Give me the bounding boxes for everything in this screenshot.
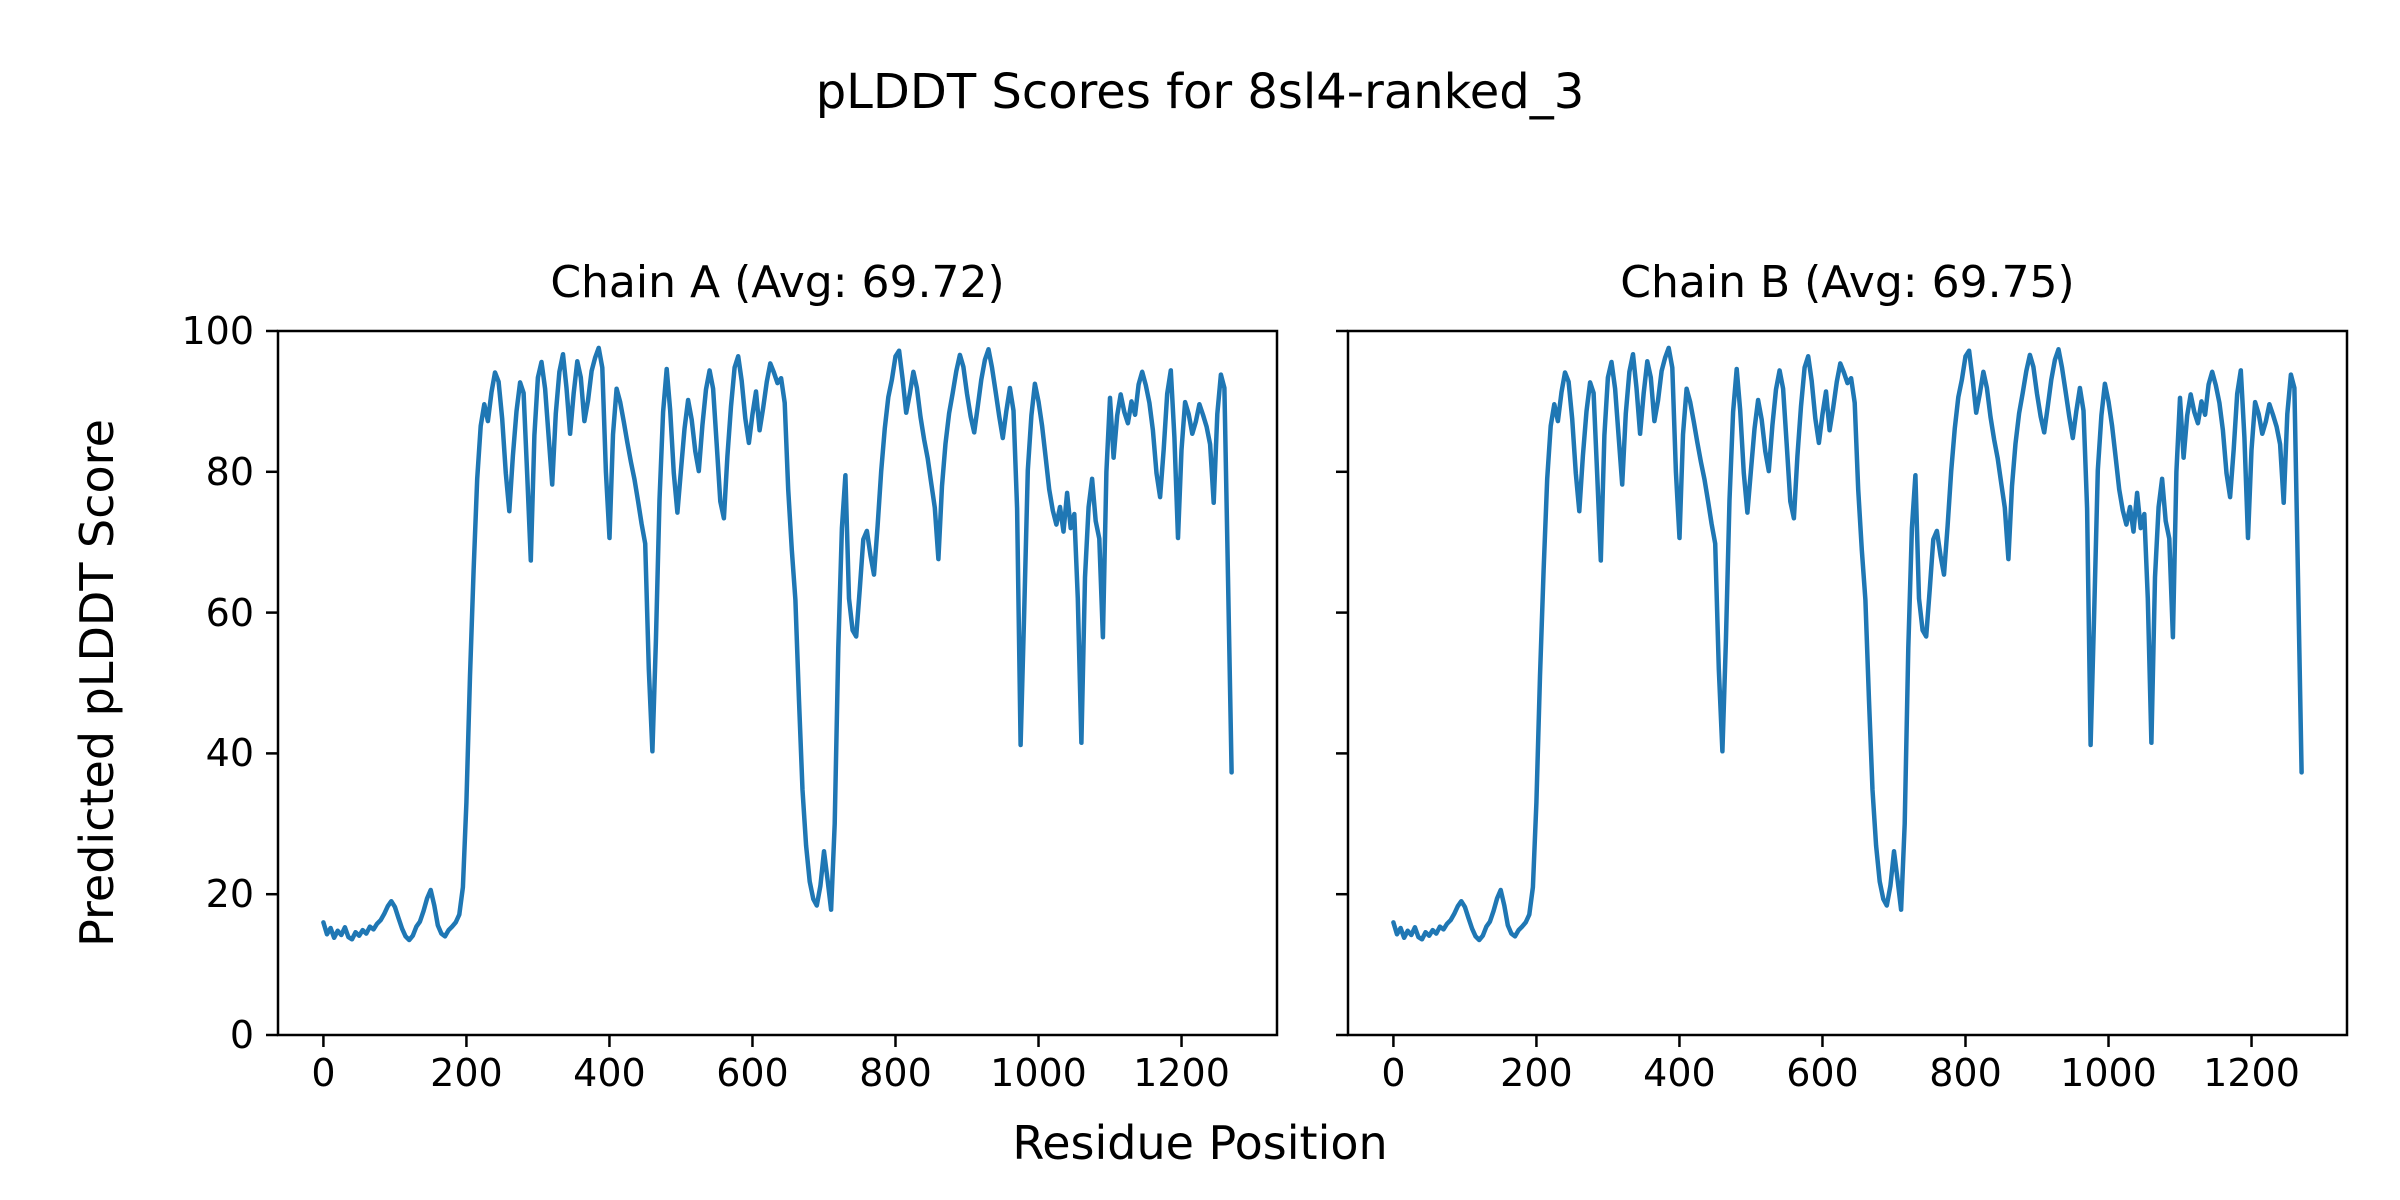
- y-tick-label: 40: [205, 731, 254, 776]
- x-tick-label: 0: [1381, 1051, 1406, 1095]
- plot-area-chain-b: [1336, 329, 2349, 1047]
- figure-title: pLDDT Scores for 8sl4-ranked_3: [815, 64, 1585, 120]
- x-tick-label: 200: [1500, 1051, 1573, 1095]
- x-tick-label: 400: [573, 1051, 646, 1095]
- x-tick-label: 800: [1929, 1051, 2002, 1095]
- plddt-line-chain-a: [321, 345, 1234, 943]
- x-tick-label: 200: [430, 1051, 503, 1095]
- x-tick-label: 800: [859, 1051, 932, 1095]
- axes-chain-a: Chain A (Avg: 69.72) Predicted pLDDT Sco…: [70, 257, 1279, 1095]
- subplot-b-title: Chain B (Avg: 69.75): [1620, 257, 2075, 308]
- y-axis-label: Predicted pLDDT Score: [70, 419, 124, 947]
- y-tick-label: 0: [229, 1013, 254, 1057]
- y-tick-label: 20: [205, 872, 254, 917]
- plot-area-chain-a: [266, 329, 1279, 1047]
- x-tick-label: 1200: [2203, 1051, 2300, 1095]
- x-tick-label: 0: [311, 1051, 336, 1095]
- axes-chain-b: Chain B (Avg: 69.75) 0 200 400 600 800 1000 12…: [1336, 257, 2349, 1095]
- x-axis-label: Residue Position: [1012, 1116, 1388, 1170]
- x-tick-label: 400: [1643, 1051, 1716, 1095]
- y-tick-label: 100: [181, 309, 254, 353]
- axes-spines: [1346, 329, 2349, 1037]
- y-tick-label: 60: [205, 590, 254, 635]
- x-tick-label: 1200: [1133, 1051, 1230, 1095]
- x-tick-label: 1000: [990, 1051, 1087, 1095]
- y-tick-label: 80: [205, 449, 254, 494]
- x-tick-label: 1000: [2060, 1051, 2157, 1095]
- x-tick-label: 600: [1786, 1051, 1859, 1095]
- axes-spines: [276, 329, 1279, 1037]
- x-tick-label: 600: [716, 1051, 789, 1095]
- plddt-line-chain-b: [1391, 345, 2304, 943]
- subplot-a-title: Chain A (Avg: 69.72): [550, 257, 1005, 308]
